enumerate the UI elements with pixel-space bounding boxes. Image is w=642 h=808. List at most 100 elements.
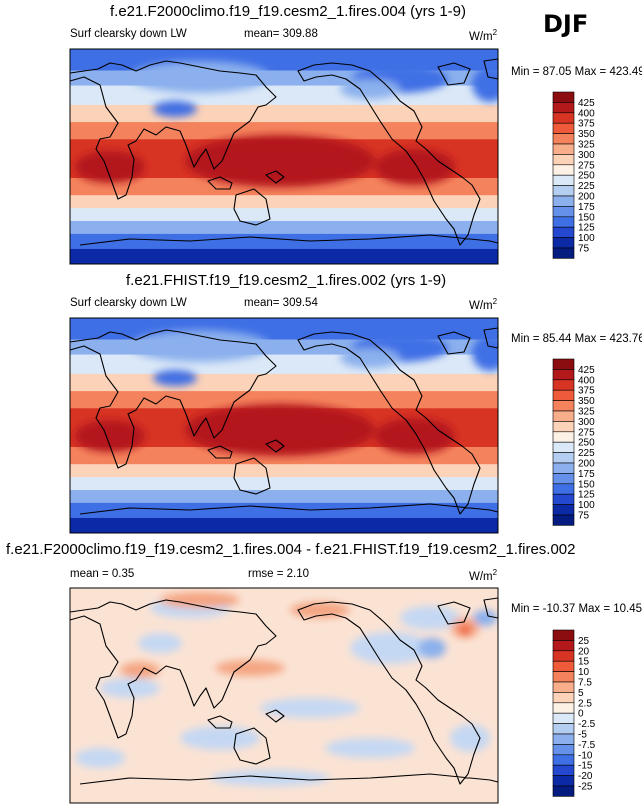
colorbar-tick-label: 375 (578, 119, 595, 130)
colorbar-tick-label: 10 (578, 667, 590, 678)
colorbar-box (552, 692, 575, 704)
colorbar-tick-label: 125 (578, 223, 595, 234)
panel3-frame (69, 587, 499, 804)
panel1-mean: mean= 309.88 (244, 28, 318, 40)
colorbar-box (552, 226, 575, 238)
panel1-map (70, 49, 498, 264)
colorbar-tick-label: 75 (578, 511, 590, 522)
colorbar-tick-label: 350 (578, 396, 595, 407)
field-band (70, 195, 498, 209)
colorbar-box (552, 702, 575, 714)
colorbar-box (552, 452, 575, 464)
colorbar-box (552, 185, 575, 197)
panel2-units: W/m2 (469, 297, 498, 312)
colorbar-box (552, 723, 575, 735)
colorbar-tick-label: 300 (578, 150, 595, 161)
colorbar-box (552, 389, 575, 401)
field-band (70, 318, 498, 340)
panel3-map (70, 588, 498, 803)
colorbar-tick-label: 150 (578, 479, 595, 490)
colorbar-tick-label: -25 (578, 782, 593, 793)
colorbar-box (552, 431, 575, 443)
colorbar-tick-label: 200 (578, 192, 595, 203)
colorbar-tick-label: -20 (578, 771, 593, 782)
colorbar-box (552, 754, 575, 766)
field-band (70, 233, 498, 250)
colorbar-tick-label: 175 (578, 202, 595, 213)
colorbar-box (552, 154, 575, 166)
colorbar-box (552, 216, 575, 228)
colorbar-box (552, 164, 575, 176)
colorbar-box (552, 247, 575, 259)
panel2-frame (69, 317, 499, 534)
colorbar-box (552, 379, 575, 391)
panel1-variable: Surf clearsky down LW (70, 28, 187, 40)
field-band (70, 477, 498, 491)
panel2-colorbar: 4254003753503253002752502252001751501251… (552, 358, 595, 526)
colorbar-tick-label: 325 (578, 407, 595, 418)
colorbar-box (552, 174, 575, 186)
colorbar-box (552, 493, 575, 505)
colorbar-tick-label: 350 (578, 129, 595, 140)
colorbar-box (552, 764, 575, 776)
colorbar-box (552, 483, 575, 495)
colorbar-box (552, 629, 575, 641)
colorbar-tick-label: -2.5 (578, 719, 596, 730)
colorbar-tick-label: 0 (578, 709, 584, 720)
colorbar-tick-label: 325 (578, 140, 595, 151)
colorbar-tick-label: 400 (578, 108, 595, 119)
field-band (70, 248, 498, 264)
colorbar-tick-label: 25 (578, 636, 590, 647)
panel1-frame (69, 48, 499, 265)
colorbar-tick-label: 225 (578, 181, 595, 192)
panel3-units: W/m2 (469, 568, 498, 583)
colorbar-box (552, 237, 575, 249)
panel1-title: f.e21.F2000climo.f19_f19.cesm2_1.fires.0… (110, 3, 467, 20)
colorbar-box (552, 410, 575, 422)
field-band (70, 517, 498, 533)
colorbar-tick-label: 75 (578, 244, 590, 255)
field-features (75, 592, 497, 786)
panel2-minmax: Min = 85.44 Max = 423.76 (511, 333, 642, 345)
panel1-minmax: Min = 87.05 Max = 423.49 (511, 66, 642, 78)
colorbar-box (552, 369, 575, 381)
colorbar-tick-label: -10 (578, 750, 593, 761)
colorbar-tick-label: -5 (578, 730, 587, 741)
colorbar-tick-label: 125 (578, 490, 595, 501)
colorbar-tick-label: 5 (578, 688, 584, 699)
field-band (70, 391, 498, 409)
colorbar-box (552, 206, 575, 218)
panel1-units: W/m2 (469, 28, 498, 43)
colorbar-box (552, 462, 575, 474)
colorbar-box (552, 504, 575, 516)
colorbar-box (552, 514, 575, 526)
field-band (70, 221, 498, 235)
colorbar-tick-label: 225 (578, 448, 595, 459)
colorbar-box (552, 775, 575, 787)
colorbar-box (552, 671, 575, 683)
field-band (70, 502, 498, 519)
colorbar-box (552, 473, 575, 485)
colorbar-box (552, 421, 575, 433)
colorbar-tick-label: 100 (578, 500, 595, 511)
colorbar-box (552, 400, 575, 412)
colorbar-box (552, 133, 575, 145)
field-band (70, 49, 498, 71)
colorbar-tick-label: 250 (578, 171, 595, 182)
season-label: DJF (543, 10, 589, 38)
colorbar-tick-label: 2.5 (578, 698, 592, 709)
field-band (70, 373, 498, 392)
field-band (70, 122, 498, 140)
colorbar-box (552, 744, 575, 756)
colorbar-box (552, 660, 575, 672)
field-band (70, 104, 498, 123)
field-band (70, 208, 498, 222)
panel2-variable: Surf clearsky down LW (70, 297, 187, 309)
colorbar-tick-label: 275 (578, 160, 595, 171)
colorbar-tick-label: 200 (578, 459, 595, 470)
field-band (70, 464, 498, 478)
colorbar-box (552, 195, 575, 207)
panel3-title: f.e21.F2000climo.f19_f19.cesm2_1.fires.0… (6, 541, 576, 558)
